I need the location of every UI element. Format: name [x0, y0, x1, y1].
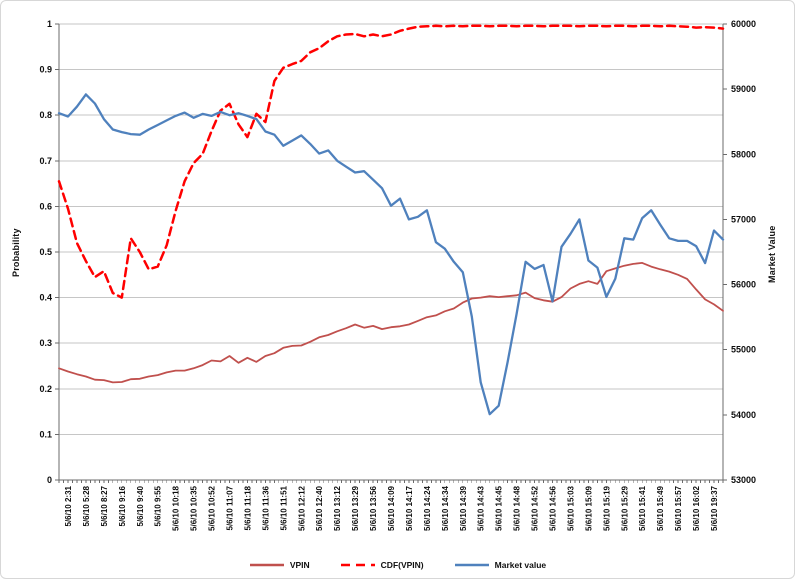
left-axis-tick-label: 0.3	[39, 338, 52, 348]
x-axis-tick-label: 5/6/10 12:12	[297, 485, 306, 530]
x-axis-tick-label: 5/6/10 14:09	[387, 485, 396, 530]
x-axis-tick-label: 5/6/10 11:18	[243, 485, 252, 530]
legend-label: Market value	[494, 560, 547, 570]
x-axis-tick-label: 5/6/10 14:34	[441, 485, 450, 530]
x-axis-tick-label: 5/6/10 14:43	[477, 485, 486, 530]
x-axis-tick-label: 5/6/10 14:56	[549, 485, 558, 530]
left-axis-tick-label: 0.1	[39, 429, 52, 439]
left-axis-tick-label: 0.9	[39, 65, 52, 75]
left-axis-tick-label: 0.7	[39, 156, 52, 166]
series-line-vpin	[58, 261, 724, 384]
x-axis-tick-label: 5/6/10 14:17	[405, 485, 414, 530]
x-axis-tick-label: 5/6/10 11:07	[225, 485, 234, 530]
x-axis-tick-label: 5/6/10 15:19	[602, 485, 611, 530]
x-axis-tick-label: 5/6/10 14:48	[513, 485, 522, 530]
x-axis-tick-label: 5/6/10 15:41	[638, 485, 647, 530]
x-axis-tick-label: 5/6/10 9:55	[154, 485, 163, 526]
legend: VPIN CDF(VPIN) Market value	[1, 557, 794, 573]
x-axis-tick-label: 5/6/10 15:29	[620, 485, 629, 530]
x-axis-tick-label: 5/6/10 14:39	[459, 485, 468, 530]
left-axis-tick-label: 0.8	[39, 110, 52, 120]
x-axis-tick-label: 5/6/10 15:57	[674, 485, 683, 530]
left-axis-tick-label: 0.2	[39, 384, 52, 394]
right-axis-tick-label: 59000	[731, 84, 756, 94]
x-axis-tick-label: 5/6/10 9:40	[136, 485, 145, 526]
right-axis-tick-label: 56000	[731, 280, 756, 290]
x-axis-tick-label: 5/6/10 15:09	[584, 485, 593, 530]
x-axis-tick-label: 5/6/10 13:29	[351, 485, 360, 530]
right-axis-tick-label: 55000	[731, 345, 756, 355]
left-axis-tick-label: 0	[47, 475, 52, 485]
legend-item: VPIN	[249, 560, 310, 570]
x-axis-tick-label: 5/6/10 10:52	[208, 485, 217, 530]
x-axis-tick-label: 5/6/10 14:52	[531, 485, 540, 530]
x-axis-tick-label: 5/6/10 9:16	[118, 485, 127, 526]
series-line-market-value	[57, 93, 725, 416]
left-axis-tick-label: 0.5	[39, 247, 52, 257]
x-axis-tick-label: 5/6/10 13:12	[333, 485, 342, 530]
x-axis-tick-label: 5/6/10 10:18	[172, 485, 181, 530]
x-axis-tick-label: 5/6/10 12:40	[315, 485, 324, 530]
right-axis-tick-label: 53000	[731, 475, 756, 485]
x-axis-tick-label: 5/6/10 5:28	[82, 485, 91, 526]
legend-label: CDF(VPIN)	[380, 560, 424, 570]
left-axis-title: Probability	[11, 228, 21, 277]
x-axis-tick-label: 5/6/10 19:37	[710, 485, 719, 530]
left-axis-tick-label: 0.4	[39, 293, 52, 303]
x-axis-tick-label: 5/6/10 13:56	[369, 485, 378, 530]
x-axis-tick-label: 5/6/10 16:02	[692, 485, 701, 530]
x-axis-tick-label: 5/6/10 14:24	[423, 485, 432, 530]
legend-label: VPIN	[289, 560, 310, 570]
right-axis-tick-label: 60000	[731, 19, 756, 29]
left-axis-tick-label: 0.6	[39, 201, 52, 211]
x-axis-tick-label: 5/6/10 15:49	[656, 485, 665, 530]
right-axis-title: Market Value	[767, 225, 777, 283]
series-line-cdf-vpin-	[57, 24, 725, 299]
legend-line-sample	[340, 563, 375, 567]
legend-item: Market value	[454, 560, 547, 570]
legend-line-sample	[454, 563, 489, 567]
legend-item: CDF(VPIN)	[340, 560, 424, 570]
right-axis-tick-label: 57000	[731, 214, 756, 224]
legend-line-sample	[249, 563, 284, 567]
right-axis-tick-label: 58000	[731, 149, 756, 159]
left-axis-tick-label: 1	[47, 19, 52, 29]
x-axis-tick-label: 5/6/10 15:03	[566, 485, 575, 530]
x-axis-tick-label: 5/6/10 14:45	[495, 485, 504, 530]
x-axis-tick-label: 5/6/10 10:35	[190, 485, 199, 530]
right-axis-tick-label: 54000	[731, 410, 756, 420]
x-axis-tick-label: 5/6/10 11:36	[261, 485, 270, 530]
x-axis-tick-label: 5/6/10 11:51	[279, 485, 288, 530]
x-axis-tick-label: 5/6/10 8:27	[100, 485, 109, 526]
x-axis-tick-label: 5/6/10 2:31	[64, 485, 73, 526]
